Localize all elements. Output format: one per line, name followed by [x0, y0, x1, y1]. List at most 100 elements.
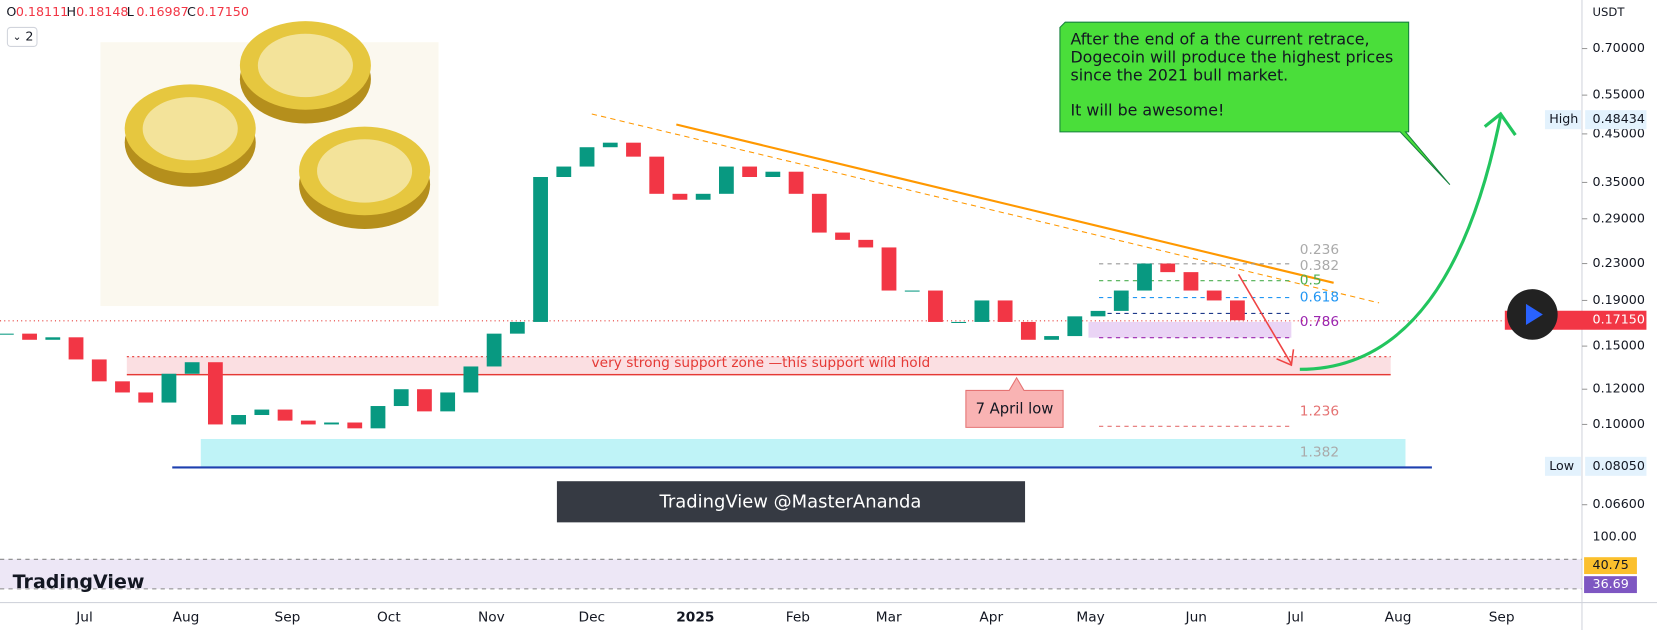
candle — [277, 409, 293, 421]
candle — [463, 366, 479, 393]
ohlc-key: H — [67, 4, 77, 19]
watermark: TradingView @MasterAnanda — [659, 491, 922, 512]
fib-label: 1.236 — [1300, 404, 1339, 420]
ohlc-value: 0.18148 — [76, 4, 128, 19]
ohlc-value: 0.16987 — [136, 4, 188, 19]
candle — [626, 142, 641, 157]
rsi-tag — [1584, 576, 1637, 594]
fib-label: 0.618 — [1300, 290, 1339, 306]
logo: TradingView — [13, 571, 145, 593]
indicator-count: 2 — [25, 28, 33, 43]
rsi-value: 40.75 — [1593, 557, 1629, 572]
candle — [393, 389, 409, 407]
y-tick-label: 0.10000 — [1593, 416, 1645, 431]
y-tick-label: 0.12000 — [1593, 381, 1645, 396]
x-tick-label: Aug — [173, 609, 200, 625]
candle — [1113, 290, 1129, 311]
candle — [440, 392, 456, 412]
candle — [858, 239, 874, 248]
last-price: 0.17150 — [1593, 312, 1645, 327]
support-text: very strong support zone —this support w… — [591, 355, 930, 371]
candle — [347, 422, 363, 429]
april-low-box — [965, 376, 1064, 428]
x-tick-label: Nov — [478, 609, 505, 625]
candle — [300, 420, 316, 425]
rsi-band — [0, 559, 1582, 589]
down-arrow — [1237, 273, 1295, 367]
candle — [1160, 263, 1176, 273]
low-tag — [1585, 456, 1647, 476]
candle — [417, 389, 432, 412]
candle — [486, 333, 502, 367]
high-price: 0.48434 — [1593, 111, 1645, 126]
candle — [1183, 272, 1199, 291]
ohlc-value: 0.17150 — [197, 4, 249, 19]
rsi-tag — [1584, 557, 1637, 575]
candle — [672, 193, 688, 200]
y-tick-label: 0.55000 — [1593, 87, 1645, 102]
candle — [533, 177, 548, 322]
x-tick-label: May — [1076, 609, 1104, 625]
candle — [68, 337, 84, 360]
y-tick-label: 0.29000 — [1593, 210, 1645, 225]
candle — [579, 147, 595, 167]
high-name-bg — [1544, 110, 1581, 130]
candle — [718, 166, 734, 194]
high-name: High — [1549, 111, 1578, 126]
candle — [370, 406, 386, 429]
x-tick-label: Feb — [786, 609, 810, 625]
callout-line: After the end of a the current retrace, — [1070, 30, 1369, 49]
candle — [22, 333, 37, 340]
candle — [1067, 316, 1083, 337]
x-tick-label: Oct — [377, 609, 401, 625]
candle — [138, 392, 154, 403]
candle — [602, 142, 618, 148]
x-tick-label: Aug — [1385, 609, 1412, 625]
candle — [1206, 290, 1222, 301]
candle — [0, 333, 14, 335]
ohlc-value: 0.18111 — [16, 4, 68, 19]
x-tick-label: Sep — [275, 609, 301, 625]
watermark-box — [556, 481, 1026, 523]
fib-label: 0.236 — [1300, 242, 1339, 258]
candle — [742, 166, 758, 178]
x-tick-label: Mar — [876, 609, 902, 625]
candle — [997, 300, 1013, 322]
candle — [1137, 263, 1152, 291]
low-price: 0.08050 — [1593, 458, 1645, 473]
trendline — [676, 123, 1334, 284]
currency: USDT — [1593, 5, 1626, 19]
candle — [951, 321, 967, 323]
x-tick-label: Jul — [1286, 609, 1304, 625]
candle — [184, 362, 200, 374]
candle — [115, 381, 130, 393]
projection-arrow — [1299, 115, 1503, 371]
candle — [881, 247, 897, 291]
callout-line: Dogecoin will produce the highest prices — [1070, 48, 1393, 67]
x-tick-label: 2025 — [676, 609, 714, 625]
high-tag — [1585, 110, 1647, 130]
fib-label: 0.5 — [1300, 273, 1322, 289]
candle — [811, 193, 827, 233]
ohlc-key: C — [187, 4, 196, 19]
y-tick-label: 0.23000 — [1593, 255, 1645, 270]
april-low-label: 7 April low — [976, 400, 1054, 417]
fib-label: 1.382 — [1300, 445, 1339, 461]
candle — [556, 166, 572, 178]
candle — [91, 359, 107, 382]
x-tick-label: Dec — [579, 609, 606, 625]
ohlc-key: O — [6, 4, 16, 19]
rsi-value: 36.69 — [1593, 576, 1629, 591]
y-tick-label: 0.06600 — [1593, 496, 1645, 511]
fib-label: 0.382 — [1300, 258, 1339, 274]
candle — [1044, 336, 1059, 340]
candle — [695, 193, 711, 200]
low-name-bg — [1544, 456, 1581, 476]
y-tick-label: 0.15000 — [1593, 338, 1645, 353]
candle — [1020, 321, 1036, 340]
y-tick-label: 0.35000 — [1593, 174, 1645, 189]
chevron: ⌄ — [13, 31, 22, 43]
indicator-chip[interactable] — [6, 26, 38, 47]
candle — [161, 373, 177, 403]
